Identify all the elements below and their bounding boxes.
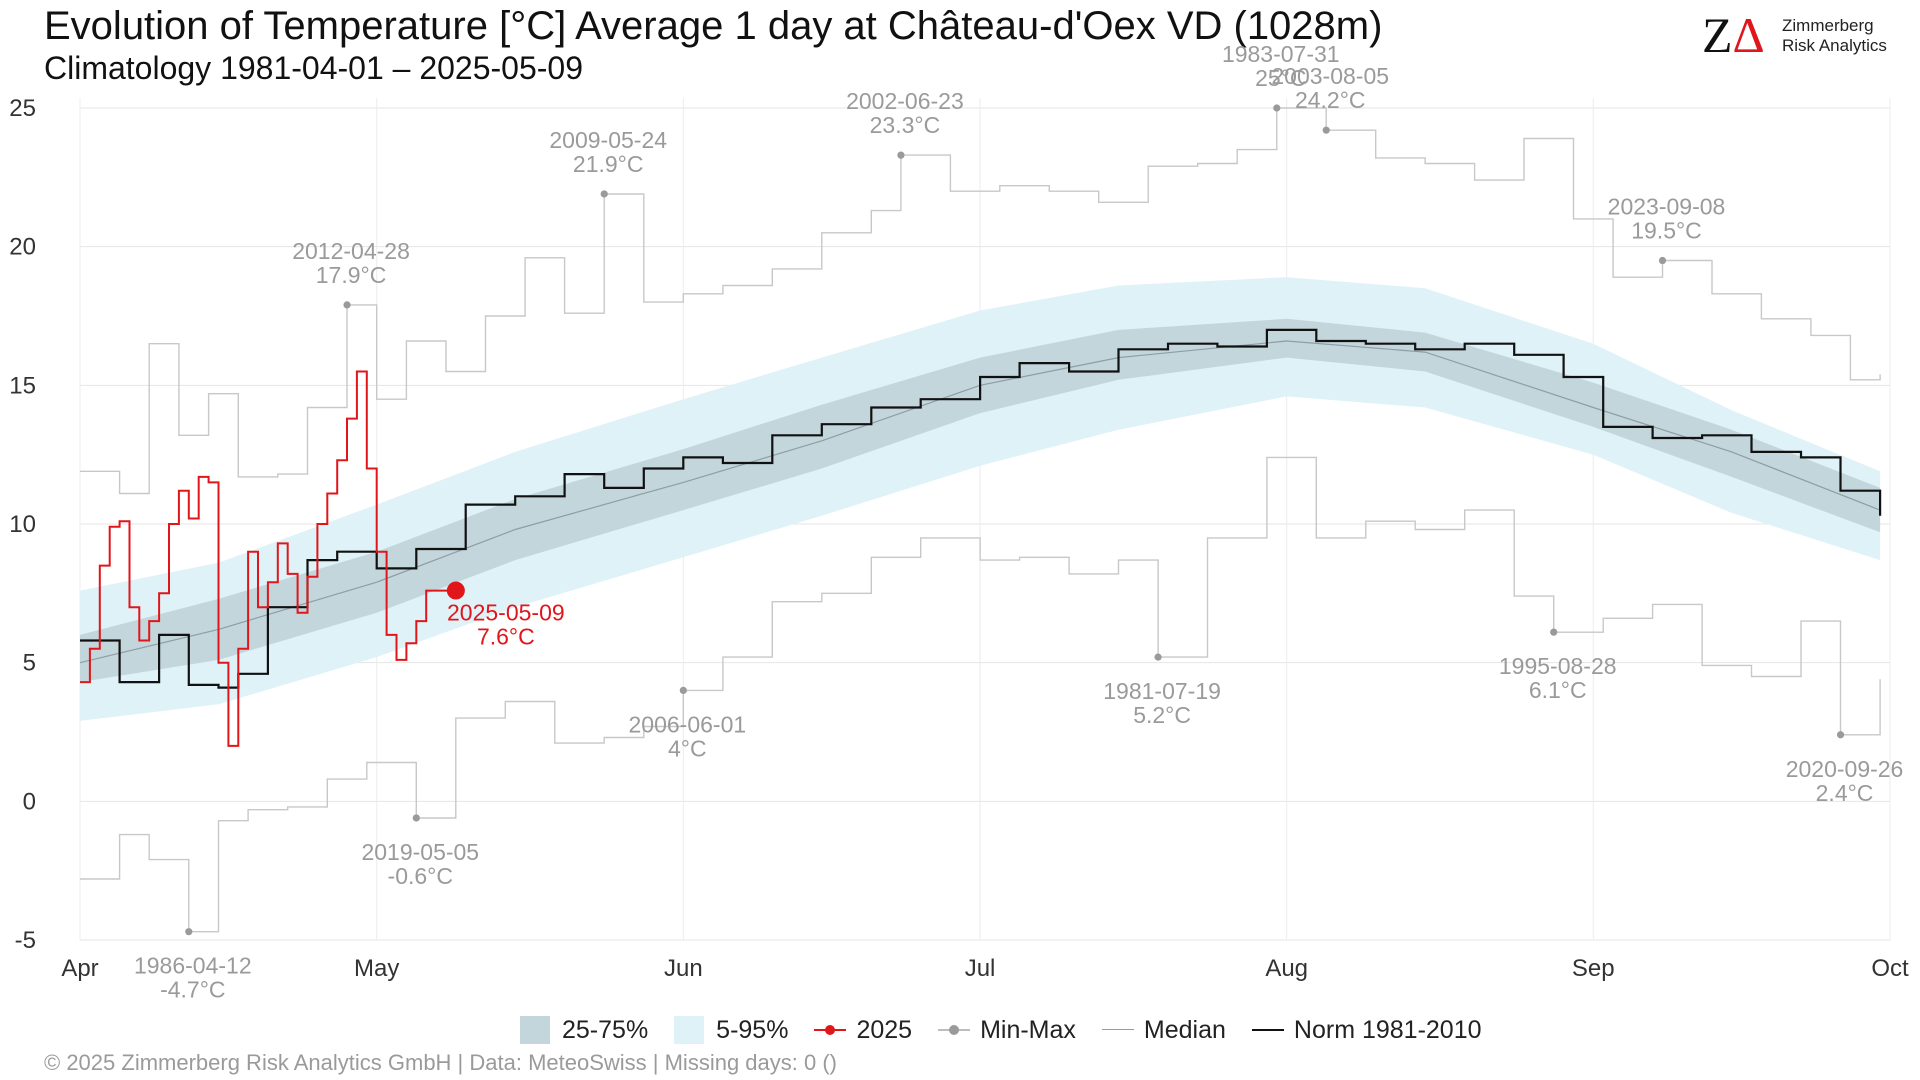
legend-swatch-median: [1101, 1016, 1134, 1044]
y-tick-label: 0: [23, 788, 36, 815]
annotation-value: 17.9°C: [316, 262, 387, 288]
legend-label-minmax: Min-Max: [980, 1015, 1076, 1044]
legend-swatch-minmax: [938, 1016, 971, 1044]
annotation-value: 19.5°C: [1631, 218, 1702, 244]
annotation-value: 21.9°C: [573, 151, 644, 177]
annotation-date: 2006-06-01: [629, 711, 747, 737]
x-tick-label: Jul: [965, 955, 996, 982]
x-tick-label: Oct: [1871, 955, 1909, 982]
annotation-value: -0.6°C: [388, 863, 453, 889]
annotation-dot-min: [1836, 731, 1845, 739]
legend-label-p90: 5-95%: [716, 1015, 789, 1044]
legend-label-iqr: 25-75%: [562, 1015, 649, 1044]
annotation-dot-max: [343, 301, 351, 309]
annotation-value: 25°C: [1255, 65, 1306, 91]
annotation-value: 2.4°C: [1816, 780, 1874, 806]
legend-label-norm: Norm 1981-2010: [1293, 1015, 1482, 1044]
annotation-value: 24.2°C: [1295, 87, 1366, 113]
y-tick-label: -5: [15, 927, 36, 954]
annotation-dot-min: [1154, 653, 1162, 661]
annotation-dot-max: [1322, 126, 1330, 134]
logo-delta: Δ: [1732, 7, 1765, 63]
annotation-date: 2009-05-24: [549, 127, 667, 153]
footer-credit: © 2025 Zimmerberg Risk Analytics GmbH | …: [44, 1050, 837, 1075]
current-value-label: 7.6°C: [477, 624, 535, 650]
annotation-dot-max: [600, 190, 608, 198]
legend-item-median: Median: [1101, 1015, 1226, 1045]
annotation-value: 23.3°C: [870, 112, 941, 138]
annotation-date: 2002-06-23: [846, 88, 964, 114]
annotation-dot-min: [679, 686, 687, 695]
series-lines: [79, 107, 1882, 933]
x-tick-label: Aug: [1265, 955, 1308, 982]
legend-item-norm: Norm 1981-2010: [1251, 1015, 1482, 1045]
annotation-value: -4.7°C: [160, 977, 225, 1003]
x-tick-label: Apr: [61, 955, 98, 982]
legend-item-p90: 5-95%: [674, 1016, 788, 1045]
current-point: [446, 581, 465, 600]
chart-title: Evolution of Temperature [°C] Average 1 …: [44, 4, 1383, 48]
annotation-date: 2019-05-05: [361, 839, 479, 865]
legend-item-minmax: Min-Max: [938, 1016, 1076, 1045]
y-tick-label: 25: [9, 95, 36, 122]
legend-swatch-iqr: [520, 1016, 550, 1044]
max-line: [80, 107, 1881, 495]
min-line: [80, 456, 1881, 933]
annotation-value: 6.1°C: [1529, 677, 1587, 703]
x-tick-label: May: [354, 955, 399, 982]
logo-line-2: Risk Analytics: [1782, 36, 1887, 55]
annotation-date: 1986-04-12: [134, 953, 252, 979]
annotation-date: 2020-09-26: [1786, 756, 1904, 782]
band-5-95: [80, 277, 1881, 721]
annotation-dot-max: [897, 151, 905, 159]
annotation-dot-max: [1658, 256, 1667, 265]
annotation-date: 2012-04-28: [292, 238, 410, 264]
annotation-date: 1983-07-31: [1222, 41, 1340, 67]
annotation-date: 2023-09-08: [1608, 194, 1726, 220]
y-tick-label: 20: [9, 234, 36, 261]
y-tick-label: 10: [9, 511, 36, 538]
legend-swatch-current: [814, 1016, 847, 1044]
legend-swatch-norm: [1251, 1016, 1284, 1044]
company-logo: ZΔ Zimmerberg Risk Analytics: [1702, 10, 1902, 60]
axis-labels: -5 0 5 10 15 20 25 Apr May Jun Jul Aug Sep Oct: [9, 95, 1909, 982]
logo-text: Zimmerberg Risk Analytics: [1782, 16, 1887, 56]
y-tick-label: 5: [23, 650, 36, 677]
annotation-date: 2003-08-05: [1271, 63, 1389, 89]
annotation-dot-max: [1273, 104, 1281, 112]
logo-mark: ZΔ: [1702, 10, 1765, 60]
y-tick-label: 15: [9, 372, 36, 399]
annotation-points: [185, 104, 1845, 936]
annotation-dot-min: [1550, 628, 1558, 636]
annotation-dot-min: [185, 928, 193, 936]
x-tick-label: Jun: [664, 955, 703, 982]
chart-subtitle: Climatology 1981-04-01 – 2025-05-09: [44, 50, 584, 86]
annotation-date: 1995-08-28: [1499, 653, 1617, 679]
legend: 25-75% 5-95% 2025 Min-Max Median Norm 19…: [520, 1013, 1508, 1047]
line-2025: [80, 370, 456, 747]
legend-label-current: 2025: [856, 1015, 913, 1044]
legend-item-current: 2025: [814, 1016, 912, 1045]
legend-label-median: Median: [1143, 1015, 1226, 1044]
annotation-value: 5.2°C: [1133, 702, 1191, 728]
legend-swatch-p90: [674, 1016, 705, 1044]
legend-item-iqr: 25-75%: [520, 1016, 648, 1045]
x-tick-label: Sep: [1572, 955, 1615, 982]
logo-line-1: Zimmerberg: [1782, 16, 1874, 35]
annotation-date: 1981-07-19: [1103, 678, 1221, 704]
annotation-value: 4°C: [668, 735, 707, 761]
logo-z: Z: [1702, 7, 1733, 63]
current-date-label: 2025-05-09: [447, 600, 565, 626]
annotation-dot-min: [412, 814, 420, 822]
